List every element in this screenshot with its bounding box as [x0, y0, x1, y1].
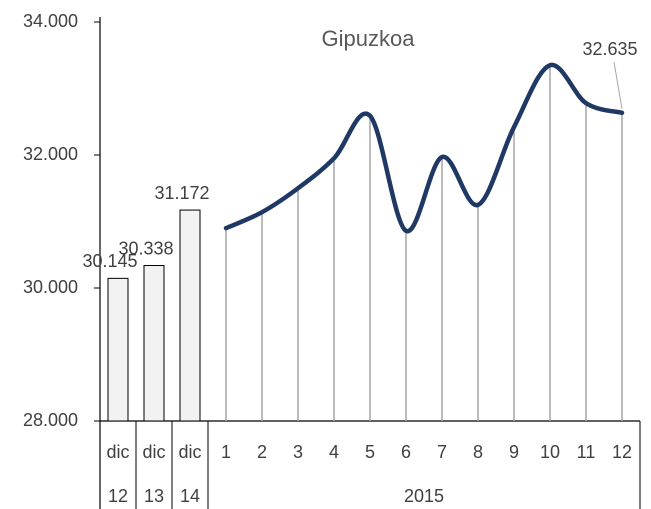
y-tick-label: 32.000	[23, 144, 78, 164]
data-label: 32.635	[582, 39, 637, 59]
group-label: 2015	[404, 486, 444, 506]
group-label: 13	[144, 486, 164, 506]
group-label: 14	[180, 486, 200, 506]
x-tick-label: 8	[473, 442, 483, 462]
chart-title: Gipuzkoa	[322, 26, 416, 51]
data-label: 30.338	[118, 238, 173, 258]
bar	[107, 277, 129, 422]
x-tick-label: dic	[106, 442, 129, 462]
x-tick-label: 2	[257, 442, 267, 462]
x-tick-label: 3	[293, 442, 303, 462]
x-tick-label: dic	[178, 442, 201, 462]
y-tick-label: 30.000	[23, 277, 78, 297]
x-tick-label: 11	[577, 442, 596, 462]
x-tick-label: 12	[612, 442, 632, 462]
bar	[143, 265, 165, 422]
y-tick-label: 28.000	[23, 410, 78, 430]
data-label: 30.145	[82, 251, 137, 271]
group-label: 12	[108, 486, 128, 506]
x-tick-label: dic	[142, 442, 165, 462]
x-tick-label: 5	[365, 442, 375, 462]
x-tick-label: 4	[329, 442, 339, 462]
line	[223, 62, 625, 234]
leader-line	[613, 61, 623, 109]
x-tick-label: 6	[401, 442, 411, 462]
y-tick-label: 34.000	[23, 11, 78, 31]
bar	[179, 209, 201, 422]
data-label: 31.172	[154, 183, 209, 203]
x-tick-label: 1	[221, 442, 231, 462]
x-tick-label: 10	[540, 442, 560, 462]
x-tick-label: 9	[509, 442, 519, 462]
x-tick-label: 7	[437, 442, 447, 462]
